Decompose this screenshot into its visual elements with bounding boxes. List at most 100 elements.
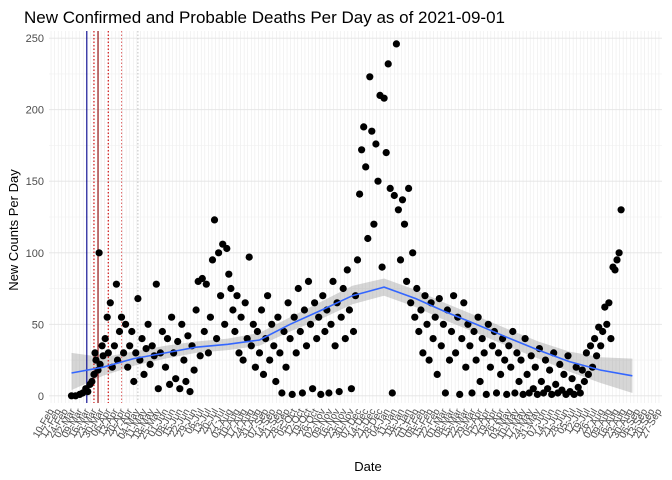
data-point: [593, 352, 601, 360]
data-point: [91, 349, 99, 357]
data-point: [597, 342, 605, 350]
data-point: [497, 370, 505, 378]
data-point: [247, 342, 255, 350]
data-point: [611, 266, 619, 274]
data-point: [613, 256, 621, 264]
data-point: [533, 390, 542, 398]
data-point: [138, 335, 146, 343]
data-point: [548, 390, 556, 398]
data-point: [396, 256, 405, 264]
y-tick-label: 250: [26, 33, 44, 45]
data-point: [309, 385, 317, 393]
data-point: [255, 349, 264, 357]
data-point: [282, 363, 290, 371]
data-point: [403, 277, 411, 285]
data-point: [213, 335, 221, 343]
y-tick-label: 50: [32, 319, 44, 331]
data-point: [290, 313, 298, 321]
data-point: [319, 292, 327, 300]
data-point: [466, 342, 474, 350]
data-point: [472, 356, 480, 364]
data-point: [339, 284, 347, 293]
data-point: [98, 342, 106, 350]
data-point: [345, 306, 353, 314]
data-point: [253, 327, 261, 336]
data-point: [272, 377, 280, 386]
data-point: [304, 277, 313, 285]
data-point: [325, 389, 333, 397]
data-point: [447, 327, 456, 336]
data-point: [544, 385, 552, 393]
data-point: [617, 206, 625, 214]
data-point: [208, 256, 217, 264]
data-point: [276, 349, 284, 357]
data-point: [192, 306, 200, 314]
data-point: [580, 377, 589, 386]
smooth-curve: [71, 286, 633, 377]
data-point: [221, 320, 229, 328]
data-point: [274, 313, 282, 321]
data-point: [488, 342, 496, 350]
data-point: [146, 360, 154, 368]
data-point: [317, 390, 325, 398]
data-point: [180, 356, 188, 364]
data-point: [202, 280, 210, 288]
data-point: [302, 342, 311, 350]
data-point: [423, 320, 431, 328]
chart-title: New Confirmed and Probable Deaths Per Da…: [24, 8, 505, 27]
data-point: [382, 149, 390, 157]
data-point: [456, 390, 464, 398]
data-point: [329, 277, 337, 285]
data-point: [358, 146, 366, 154]
data-point: [115, 327, 124, 336]
data-point: [519, 390, 527, 398]
data-point: [120, 349, 128, 357]
data-point: [331, 342, 339, 350]
reference-lines-layer: [86, 31, 139, 403]
data-point: [313, 335, 321, 343]
data-point: [388, 389, 396, 397]
data-point: [106, 299, 114, 307]
data-point: [235, 349, 243, 357]
data-point: [484, 320, 492, 328]
data-point: [206, 313, 214, 321]
data-point: [584, 370, 593, 378]
data-point: [482, 390, 490, 398]
smooth-curve-layer: [71, 286, 633, 377]
data-point: [278, 389, 286, 397]
data-point: [337, 313, 345, 321]
data-point: [104, 349, 112, 357]
data-point: [190, 366, 198, 374]
data-point: [315, 313, 323, 321]
data-point: [605, 299, 613, 307]
confidence-band: [71, 278, 633, 393]
data-point: [386, 184, 394, 192]
data-point: [523, 370, 531, 378]
data-point: [142, 345, 150, 353]
data-point: [321, 327, 329, 336]
data-point: [144, 320, 152, 328]
data-point: [576, 389, 584, 397]
data-point: [509, 327, 517, 336]
data-point: [225, 270, 233, 278]
data-point: [200, 327, 208, 336]
data-point: [474, 313, 482, 321]
data-point: [503, 390, 511, 398]
y-tick-label: 150: [26, 176, 44, 188]
data-point: [292, 349, 300, 357]
data-point: [257, 306, 266, 314]
data-point: [306, 320, 315, 328]
data-point: [122, 320, 130, 328]
data-point: [126, 342, 134, 350]
data-point: [294, 284, 302, 293]
data-point: [513, 349, 521, 357]
data-point: [360, 123, 368, 131]
data-point: [429, 335, 437, 343]
data-point: [417, 306, 425, 314]
data-point: [186, 388, 194, 396]
data-point: [494, 349, 503, 357]
data-point: [154, 385, 162, 393]
data-point: [433, 370, 441, 378]
data-point: [390, 191, 398, 200]
data-point: [163, 335, 172, 343]
